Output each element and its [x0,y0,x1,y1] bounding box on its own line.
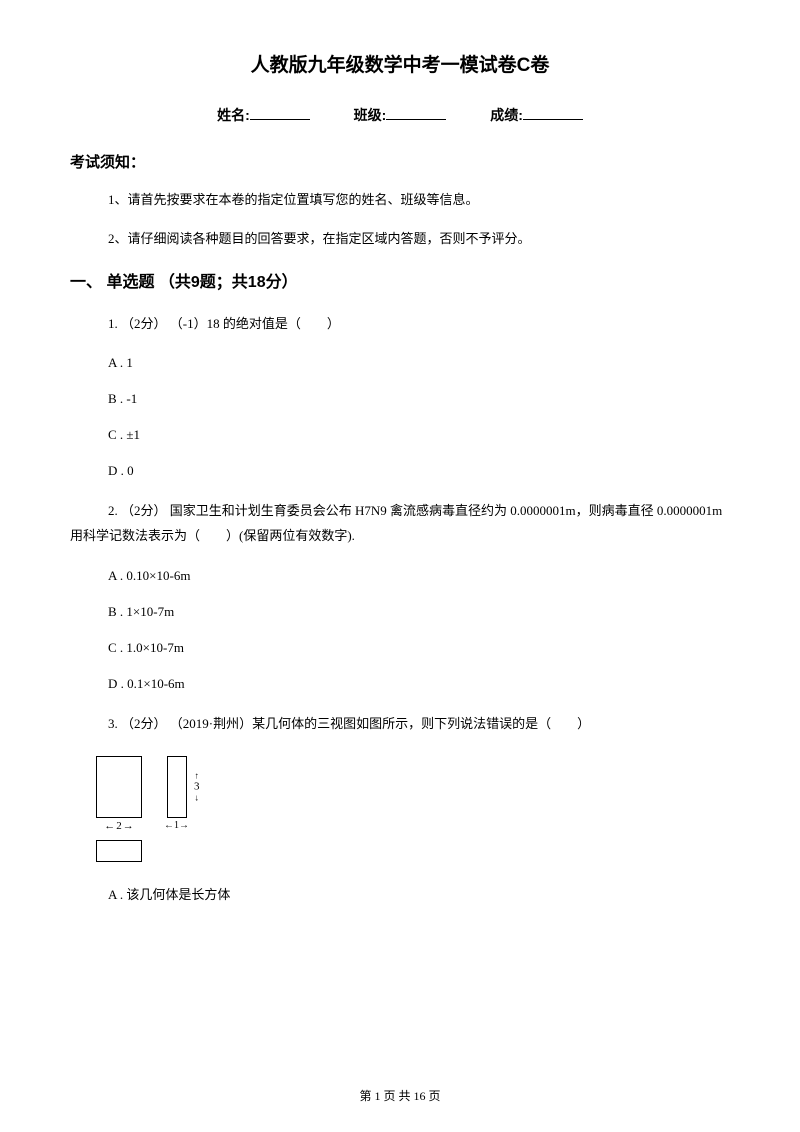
class-label: 班级: [354,107,387,123]
part1-heading: 一、 单选题 （共9题；共18分） [70,268,730,292]
q1-option-a: A . 1 [108,355,730,371]
dim-height: 3 [194,781,200,792]
score-label: 成绩: [490,107,523,123]
name-label: 姓名: [217,107,250,123]
q3-option-a: A . 该几何体是长方体 [108,884,730,903]
instruction-2: 2、请仔细阅读各种题目的回答要求，在指定区域内答题，否则不予评分。 [108,229,730,250]
q1-option-c: C . ±1 [108,427,730,443]
q1-option-b: B . -1 [108,391,730,407]
student-info-line: 姓名: 班级: 成绩: [70,105,730,125]
front-view: 2 [96,756,142,832]
class-blank[interactable] [386,119,446,120]
page-footer: 第 1 页 共 16 页 [0,1087,800,1104]
notice-heading: 考试须知： [70,151,730,172]
q2-option-b: B . 1×10-7m [108,604,730,620]
q2-option-d: D . 0.1×10-6m [108,676,730,692]
score-blank[interactable] [523,119,583,120]
q3-stem: 3. （2分） （2019·荆州）某几何体的三视图如图所示，则下列说法错误的是（… [108,712,730,735]
instruction-1: 1、请首先按要求在本卷的指定位置填写您的姓名、班级等信息。 [108,190,730,211]
name-blank[interactable] [250,119,310,120]
q2-option-c: C . 1.0×10-7m [108,640,730,656]
three-view-figure: 2 3 ←1→ [96,756,730,862]
top-view [96,840,142,862]
exam-title: 人教版九年级数学中考一模试卷C卷 [70,50,730,77]
dim-width: 2 [116,820,122,832]
q1-option-d: D . 0 [108,463,730,479]
q1-stem: 1. （2分） （-1）18 的绝对值是（ ） [108,312,730,335]
q2-stem: 2. （2分） 国家卫生和计划生育委员会公布 H7N9 禽流感病毒直径约为 0.… [70,499,730,548]
side-view: 3 ←1→ [164,756,189,831]
q2-option-a: A . 0.10×10-6m [108,568,730,584]
